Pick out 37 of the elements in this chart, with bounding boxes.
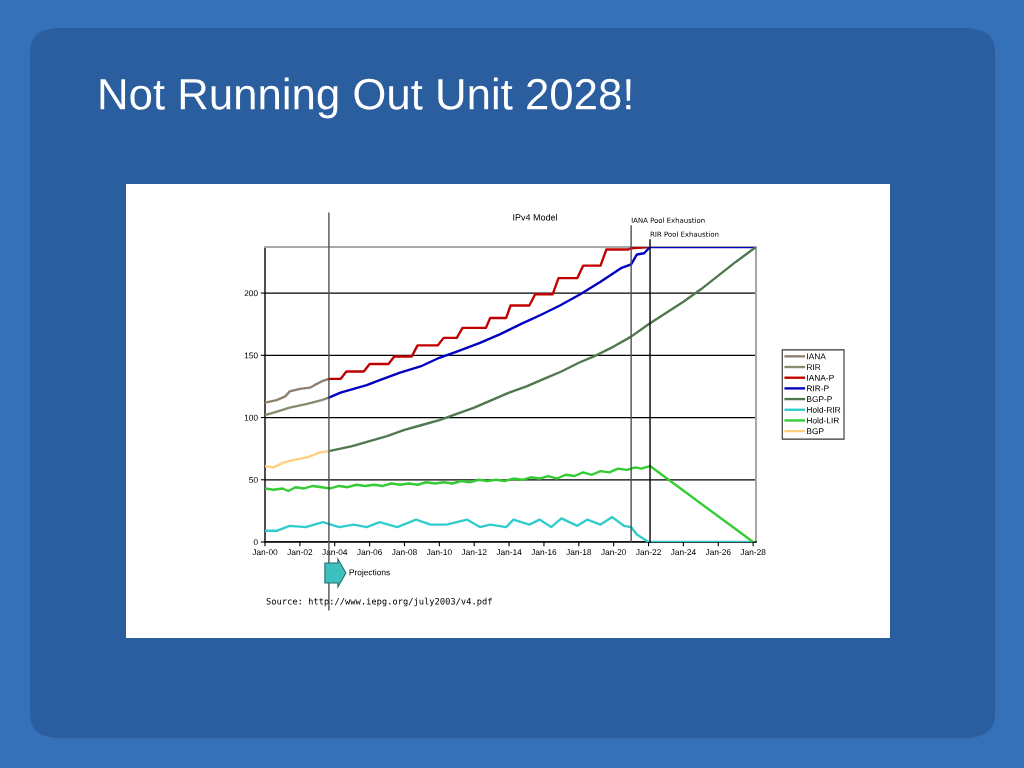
x-tick-label: Jan-16	[531, 549, 557, 556]
line-series	[327, 247, 756, 453]
chart-title: Not Running Out Unit 2028!	[100, 77, 631, 119]
x-tick-label: Jan-02	[287, 549, 313, 556]
legend-label: BGP-P	[807, 396, 832, 403]
legend-label: IANA-P	[807, 374, 834, 381]
x-tick-label: Jan-00	[252, 549, 278, 556]
line-series	[265, 396, 331, 417]
x-tick-label: Jan-12	[461, 549, 487, 556]
ref-line-label: Projections	[349, 569, 390, 577]
legend-label: BGP	[807, 428, 824, 435]
line-series	[265, 377, 331, 404]
x-tick-label: Jan-20	[601, 549, 627, 556]
y-tick-label: 150	[244, 352, 258, 359]
x-tick-label: Jan-26	[705, 549, 731, 556]
y-tick-label: 200	[244, 290, 258, 297]
legend-label: RIR-P	[807, 385, 829, 392]
x-tick-label: Jan-04	[322, 549, 348, 556]
x-tick-label: Jan-28	[740, 549, 766, 556]
x-tick-label: Jan-18	[566, 549, 592, 556]
x-tick-label: Jan-10	[426, 549, 452, 556]
x-tick-label: Jan-06	[357, 549, 382, 556]
y-tick-label: 100	[244, 414, 258, 421]
x-tick-label: Jan-22	[635, 549, 661, 556]
y-tick-label: 0	[253, 539, 258, 546]
line-series	[327, 247, 756, 399]
legend-label: RIR	[807, 364, 821, 370]
x-tick-label: Jan-14	[496, 549, 522, 556]
source-note: Source: http://www.iepg.org/july2003/v4.pdf	[266, 597, 492, 607]
line-series	[265, 449, 331, 469]
y-tick-label: 50	[249, 476, 258, 483]
legend-label: Hold-LIR	[807, 417, 839, 424]
legend-label: IANA	[807, 353, 826, 360]
x-tick-label: Jan-08	[391, 549, 417, 556]
legend-label: Hold-RIR	[807, 406, 841, 413]
x-tick-label: Jan-24	[670, 549, 696, 556]
chart-subtitle: IPv4 Model	[513, 213, 558, 221]
